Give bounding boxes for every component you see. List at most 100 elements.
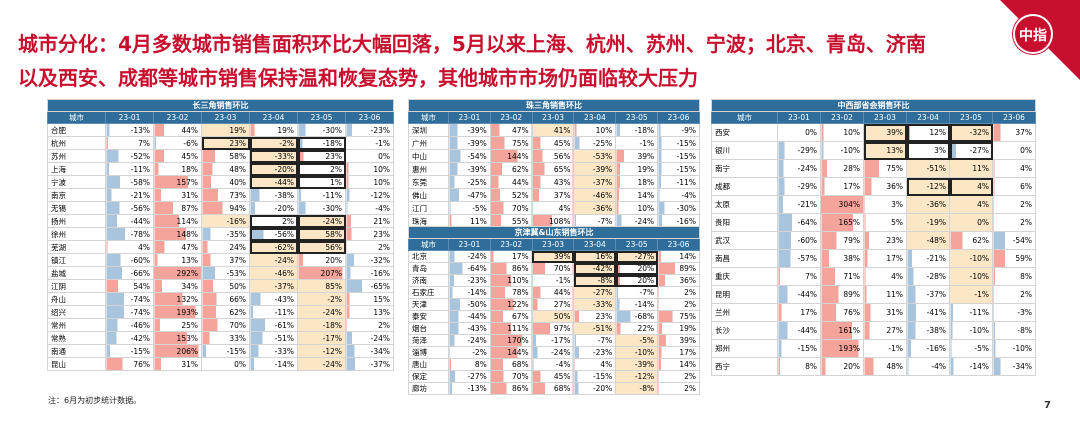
growth-cell: -11% [949, 303, 993, 322]
growth-cell: 38% [820, 249, 864, 268]
table-row: 江阴 54% 34% 50% -37% 85% -65% [47, 279, 394, 293]
header-city: 城市 [408, 111, 449, 124]
city-name: 常熟 [47, 331, 106, 345]
growth-cell: 2% [991, 195, 1037, 214]
table-row: 烟台 -43% 111% 97% -51% 22% 19% [408, 322, 700, 335]
growth-cell: -8% [615, 382, 659, 395]
table-row: 芜湖 4% 47% 24% -62% 56% 2% [47, 240, 394, 254]
growth-cell: -24% [531, 346, 575, 359]
table-jingjinji-shandong: 京津冀&山东销售环比 城市 23-01 23-02 23-03 23-04 23-05 23-… [408, 226, 700, 395]
city-name: 重庆 [711, 267, 778, 286]
growth-cell: 89% [820, 285, 864, 304]
table-row: 西安 0% 10% 39% 12% -32% 37% [711, 123, 1037, 142]
table-row: 徐州 -78% 148% -35% -56% 58% 23% [47, 227, 394, 241]
header-month: 23-01 [448, 238, 491, 251]
growth-cell: -1% [345, 136, 394, 150]
growth-cell: 157% [153, 175, 202, 189]
city-name: 北京 [408, 250, 449, 263]
growth-cell: 4% [949, 177, 993, 196]
growth-cell: 70% [201, 318, 250, 332]
table-row: 西宁 8% 20% 48% -4% -14% -34% [711, 357, 1037, 376]
growth-cell: 20% [820, 357, 864, 376]
growth-cell: 11% [448, 214, 491, 228]
growth-cell: -46% [249, 266, 298, 280]
growth-cell: -44% [105, 214, 154, 228]
growth-cell: 144% [489, 346, 533, 359]
table-row: 廊坊 -13% 86% 68% -20% -8% 2% [408, 382, 700, 395]
growth-cell: 31% [153, 188, 202, 202]
growth-cell: 48% [863, 357, 907, 376]
growth-cell: -15% [777, 339, 821, 358]
city-name: 无锡 [47, 201, 106, 215]
growth-cell: -18% [615, 123, 659, 137]
page-title-line2: 以及西安、成都等城市销售保持温和恢复态势，其他城市市场仍面临较大压力 [18, 66, 698, 90]
table-row: 唐山 8% 68% -4% 4% -39% 14% [408, 358, 700, 371]
growth-cell: -24% [249, 253, 298, 267]
growth-cell: 304% [820, 195, 864, 214]
city-name: 常州 [47, 318, 106, 332]
header-month: 23-06 [657, 111, 700, 124]
growth-cell: -32% [345, 253, 394, 267]
growth-cell: 110% [489, 274, 533, 287]
growth-cell: -5% [949, 339, 993, 358]
growth-cell: 14% [615, 188, 659, 202]
growth-cell: -15% [201, 344, 250, 358]
growth-cell: 5% [863, 213, 907, 232]
table-central-western-capitals: 中西部省会销售环比 城市 23-01 23-02 23-03 23-04 23-05 23-0… [710, 99, 1037, 376]
growth-cell: -51% [249, 331, 298, 345]
growth-cell: -38% [906, 321, 950, 340]
city-name: 江阴 [47, 279, 106, 293]
growth-cell: 15% [345, 292, 394, 306]
growth-cell: 14% [657, 250, 700, 263]
growth-cell: 10% [345, 162, 394, 176]
growth-cell: -51% [906, 159, 950, 178]
header-month: 23-02 [820, 111, 864, 124]
growth-cell: 2% [345, 318, 394, 332]
city-name: 佛山 [408, 188, 449, 202]
growth-cell: 7% [105, 136, 154, 150]
header-month: 23-02 [489, 238, 533, 251]
growth-cell: 144% [489, 149, 533, 163]
header-city: 城市 [711, 111, 778, 124]
growth-cell: 39% [531, 250, 575, 263]
page-title-line1: 城市分化：4月多数城市销售面积环比大幅回落，5月以来上海、杭州、苏州、宁波；北京… [18, 32, 926, 56]
growth-cell: -14% [615, 298, 659, 311]
growth-cell: 11% [949, 159, 993, 178]
table-row: 上海 -11% 18% 48% -20% 2% 10% [47, 162, 394, 176]
growth-cell: 2% [991, 213, 1037, 232]
growth-cell: -28% [906, 267, 950, 286]
table-row: 石家庄 -14% 78% 44% -27% -7% 2% [408, 286, 700, 299]
growth-cell: 44% [153, 123, 202, 137]
growth-cell: -10% [991, 339, 1037, 358]
growth-cell: -18% [297, 318, 346, 332]
growth-cell: -44% [777, 285, 821, 304]
growth-cell: -12% [345, 188, 394, 202]
growth-cell: -2% [448, 346, 491, 359]
city-name: 南宁 [711, 159, 778, 178]
city-name: 南通 [47, 344, 106, 358]
table-row: 成都 -29% 17% 36% -12% 4% 6% [711, 177, 1037, 196]
growth-cell: 20% [615, 274, 659, 287]
growth-cell: 50% [531, 310, 575, 323]
growth-cell: 20% [297, 253, 346, 267]
city-name: 杭州 [47, 136, 106, 150]
growth-cell: -74% [105, 305, 154, 319]
table-row: 保定 -27% 70% 45% -15% -12% 2% [408, 370, 700, 383]
growth-cell: -21% [777, 195, 821, 214]
table-row: 武汉 -60% 79% 23% -48% 62% -54% [711, 231, 1037, 250]
growth-cell: 292% [153, 266, 202, 280]
growth-cell: 2% [657, 370, 700, 383]
growth-cell: 12% [906, 123, 950, 142]
growth-cell: 68% [531, 382, 575, 395]
growth-cell: 27% [863, 321, 907, 340]
growth-cell: 14% [657, 358, 700, 371]
table-row: 南通 -15% 206% -15% -33% -12% -34% [47, 344, 394, 358]
growth-cell: -51% [573, 322, 617, 335]
table-row: 惠州 -39% 62% 65% -39% 19% -15% [408, 162, 700, 176]
growth-cell: 4% [991, 159, 1037, 178]
city-name: 合肥 [47, 123, 106, 137]
growth-cell: -44% [249, 175, 298, 189]
growth-cell: -43% [448, 322, 491, 335]
city-name: 天津 [408, 298, 449, 311]
growth-cell: -10% [949, 267, 993, 286]
